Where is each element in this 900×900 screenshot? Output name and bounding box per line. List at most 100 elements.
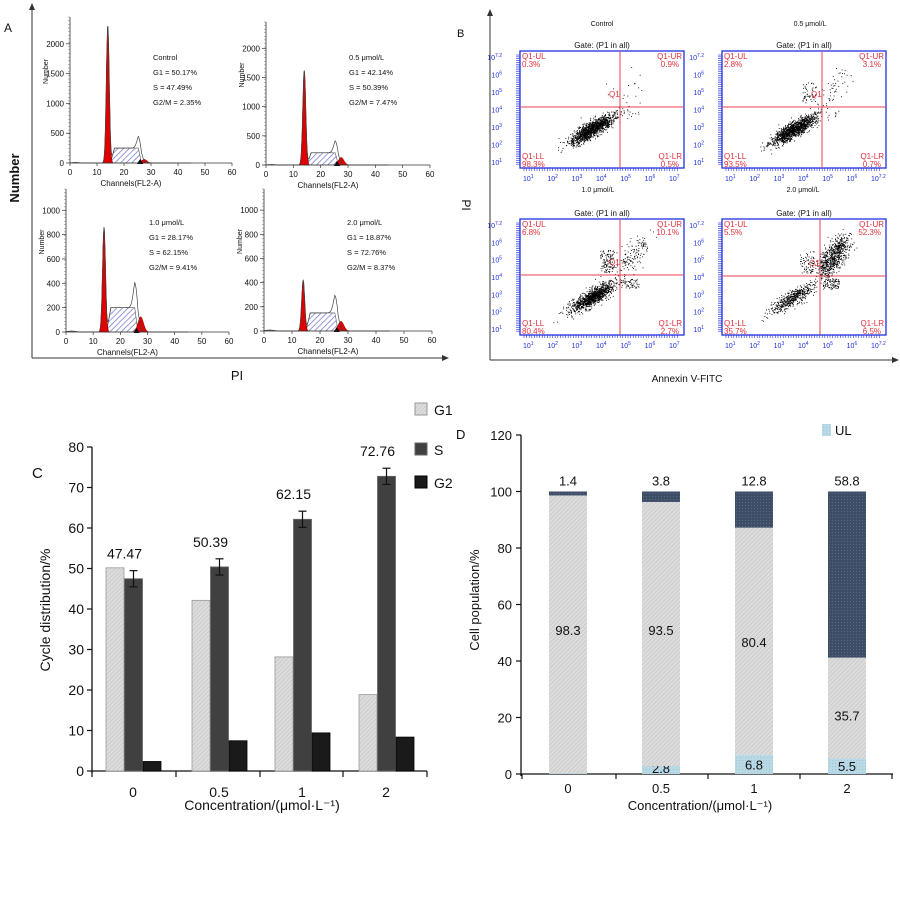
- scatter-point: [568, 312, 569, 314]
- scatter-point: [579, 143, 580, 145]
- scatter-point: [594, 291, 595, 293]
- scatter-point: [602, 281, 603, 283]
- scatter-point: [574, 136, 576, 138]
- x-tick-label: 40: [372, 336, 381, 345]
- scatter-point: [617, 110, 618, 111]
- scatter-point: [597, 290, 599, 291]
- scatter-point: [598, 293, 599, 295]
- scatter-point: [811, 119, 813, 121]
- scatter-point: [600, 255, 601, 257]
- scatter-point: [576, 138, 578, 140]
- scatter-point: [589, 126, 591, 127]
- scatter-point: [790, 126, 791, 128]
- scatter-point: [593, 293, 595, 295]
- scatter-point: [607, 263, 608, 265]
- scatter-point: [590, 304, 592, 306]
- scatter-point: [594, 296, 595, 298]
- tick-exponent: 6: [854, 174, 857, 180]
- scatter-point: [600, 283, 601, 285]
- scatter-point: [599, 295, 601, 296]
- scatter-point: [792, 131, 794, 133]
- scatter-point: [601, 128, 603, 130]
- scatter-point: [594, 301, 596, 303]
- y-tick-label: 200: [245, 303, 259, 312]
- y-tick-label: 1000: [240, 206, 258, 215]
- scatter-point: [809, 122, 811, 123]
- scatter-point: [606, 124, 608, 126]
- scatter-point: [805, 102, 807, 104]
- scatter-point: [787, 137, 789, 139]
- scatter-point: [558, 313, 560, 314]
- scatter-point: [578, 304, 580, 306]
- scatter-point: [632, 286, 634, 288]
- scatter-point: [629, 257, 631, 259]
- scatter-point: [607, 127, 609, 129]
- scatter-point: [611, 264, 613, 265]
- scatter-point: [578, 137, 580, 139]
- scatter-point: [795, 123, 797, 124]
- scatter-point: [606, 285, 607, 287]
- scatter-point: [613, 111, 615, 113]
- scatter-point: [789, 131, 791, 132]
- scatter-point: [591, 288, 593, 290]
- scatter-point: [779, 137, 781, 139]
- scatter-point: [799, 127, 801, 129]
- scatter-point: [600, 124, 602, 126]
- scatter-point: [627, 256, 629, 258]
- scatter-point: [596, 297, 598, 299]
- scatter-point: [614, 113, 616, 115]
- scatter-point: [812, 121, 814, 122]
- scatter-point: [583, 137, 585, 139]
- scatter-point: [582, 139, 584, 141]
- scatter-point: [810, 116, 812, 118]
- scatter-point: [580, 306, 582, 308]
- scatter-point: [761, 150, 763, 152]
- scatter-point: [593, 127, 595, 129]
- scatter-point: [793, 132, 794, 134]
- scatter-point: [790, 136, 792, 137]
- scatter-point: [585, 133, 587, 135]
- scatter-point: [630, 255, 632, 257]
- scatter-point: [800, 120, 802, 121]
- scatter-point: [589, 138, 590, 140]
- x-tick-label: 0: [264, 170, 269, 179]
- scatter-point: [600, 258, 602, 259]
- scatter-point: [607, 251, 609, 253]
- y-tick-label: 105: [693, 88, 704, 97]
- scatter-point: [631, 258, 633, 259]
- scatter-point: [597, 292, 599, 294]
- scatter-point: [608, 291, 609, 293]
- tick-base: 10: [669, 176, 677, 183]
- scatter-point: [786, 137, 788, 139]
- scatter-point: [581, 299, 583, 301]
- scatter-point: [612, 127, 614, 129]
- arrow-right-icon: [442, 355, 449, 361]
- scatter-point: [612, 114, 614, 116]
- scatter-point: [574, 304, 576, 306]
- scatter-point: [622, 281, 624, 283]
- scatter-point: [598, 127, 600, 129]
- scatter-point: [794, 130, 796, 131]
- scatter-point: [580, 127, 582, 128]
- scatter-point: [814, 87, 816, 89]
- scatter-point: [605, 125, 607, 127]
- scatter-point: [781, 129, 783, 130]
- scatter-point: [581, 136, 583, 138]
- scatter-point: [597, 301, 598, 303]
- scatter-point: [596, 128, 597, 130]
- scatter-point: [799, 122, 801, 124]
- scatter-point: [804, 120, 806, 122]
- scatter-point: [591, 299, 593, 300]
- tick-exponent: 5: [499, 88, 502, 94]
- scatter-point: [595, 300, 597, 302]
- scatter-point: [638, 111, 639, 113]
- scatter-point: [767, 141, 769, 143]
- scatter-point: [594, 132, 596, 134]
- scatter-point: [591, 300, 593, 302]
- scatter-point: [789, 135, 791, 137]
- scatter-point: [594, 287, 596, 289]
- scatter-point: [611, 253, 613, 255]
- scatter-point: [631, 67, 633, 69]
- scatter-point: [598, 121, 599, 123]
- scatter-point: [598, 290, 599, 292]
